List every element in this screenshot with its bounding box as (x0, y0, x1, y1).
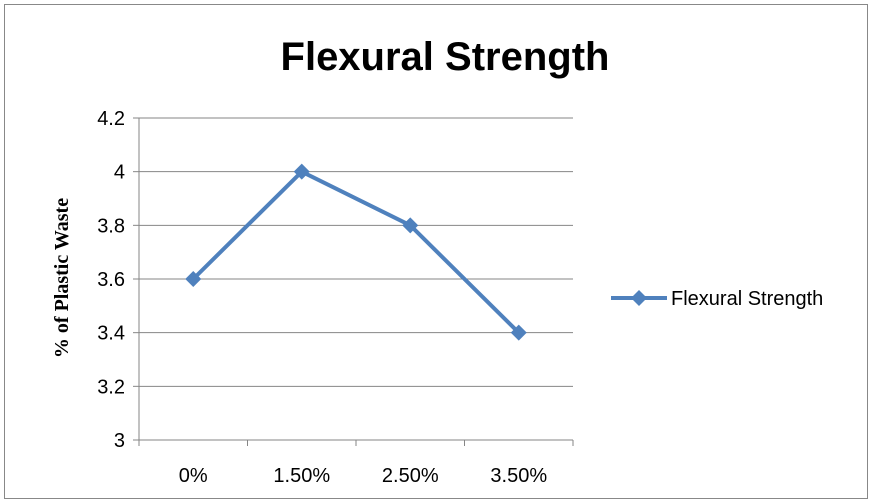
x-tick-label: 1.50% (273, 465, 330, 487)
legend-swatch-marker (631, 290, 647, 306)
data-point-marker (510, 324, 527, 341)
y-tick-label: 3.4 (97, 323, 125, 345)
legend-label: Flexural Strength (671, 288, 823, 310)
x-tick-label: 3.50% (490, 465, 547, 487)
y-tick-label: 3.6 (97, 269, 125, 291)
y-tick-label: 3.8 (97, 215, 125, 237)
x-tick-label: 0% (179, 465, 208, 487)
y-tick-label: 4 (114, 162, 125, 184)
x-tick-labels: 0% 1.50% 2.50% 3.50% (179, 465, 548, 487)
y-tick-label: 3.2 (97, 376, 125, 398)
cropped-caption-strip (0, 0, 872, 4)
y-tick-labels: 3 3.2 3.4 3.6 3.8 4 4.2 (97, 108, 125, 452)
legend: Flexural Strength (611, 288, 823, 310)
data-point-marker (402, 217, 419, 234)
series-line (191, 169, 521, 335)
series-layer (185, 163, 527, 341)
chart-title: Flexural Strength (281, 35, 610, 79)
y-tick-label: 3 (114, 430, 125, 452)
y-axis-label: % of Plastic Waste (51, 198, 73, 358)
gridlines (139, 117, 573, 441)
x-tick-label: 2.50% (382, 465, 439, 487)
y-tick-label: 4.2 (97, 108, 125, 130)
data-point-marker (293, 163, 310, 180)
data-point-marker (185, 271, 202, 287)
axes (133, 117, 574, 446)
